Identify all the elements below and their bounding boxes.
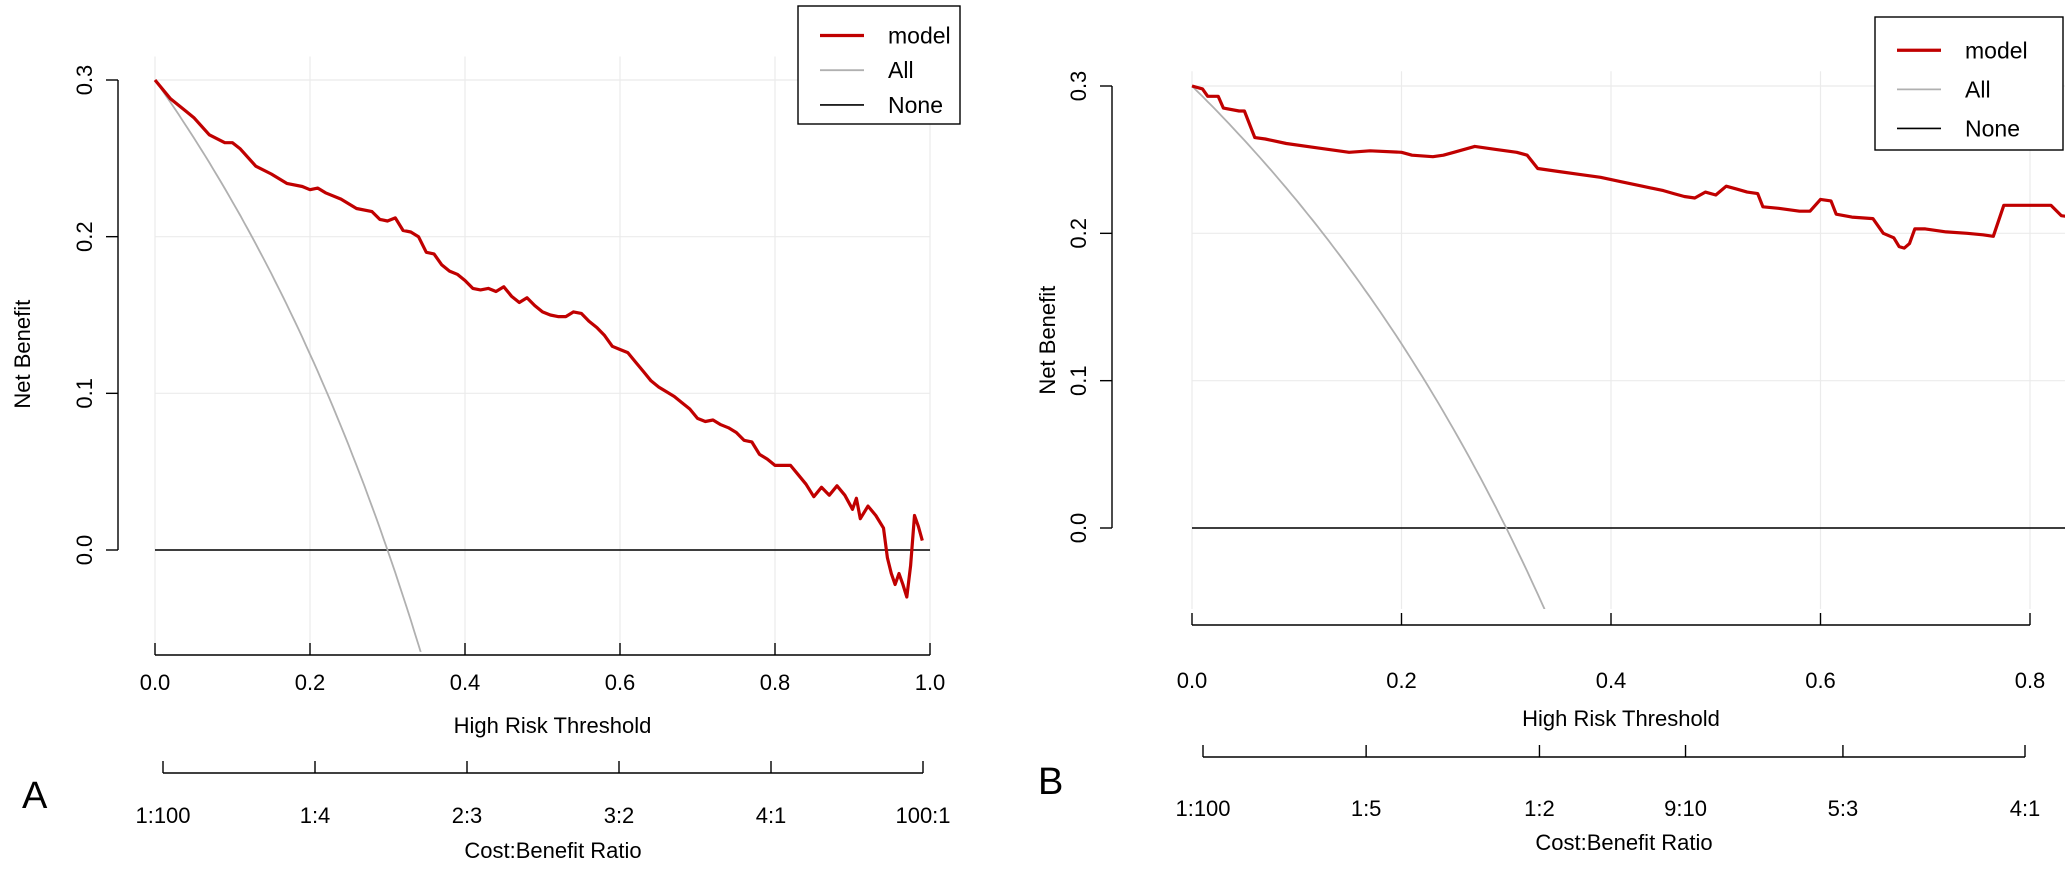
y-tick-label: 0.1 bbox=[1066, 365, 1091, 396]
series-all-line bbox=[1191, 85, 1546, 610]
y-tick-label: 0.1 bbox=[72, 378, 97, 409]
cost-benefit-tick-label: 100:1 bbox=[895, 803, 950, 828]
x-axis-title: High Risk Threshold bbox=[1522, 706, 1720, 731]
y-tick-label: 0.0 bbox=[72, 535, 97, 566]
legend: model All None bbox=[1874, 16, 2064, 151]
x-tick-label: 0.8 bbox=[2015, 668, 2046, 693]
x-tick-label: 0.2 bbox=[295, 670, 326, 695]
legend-label-all: All bbox=[888, 57, 914, 83]
cost-benefit-tick-label: 4:1 bbox=[756, 803, 787, 828]
y-tick-label: 0.0 bbox=[1066, 513, 1091, 544]
x-tick-label: 0.6 bbox=[1805, 668, 1836, 693]
legend: model All None bbox=[797, 5, 961, 125]
legend-label-model: model bbox=[888, 23, 951, 49]
series-model-line bbox=[153, 78, 924, 599]
series-all-line bbox=[154, 79, 422, 652]
x-tick-label: 0.6 bbox=[605, 670, 636, 695]
cost-benefit-tick-label: 2:3 bbox=[452, 803, 483, 828]
panel-a: 0.0 0.1 0.2 0.3 Net Benefit 0.0 0.2 0.4 0.6 0.8 1.… bbox=[10, 5, 961, 863]
cost-benefit-tick-label: 1:100 bbox=[135, 803, 190, 828]
x-tick-label: 0.0 bbox=[1177, 668, 1208, 693]
legend-label-model: model bbox=[1965, 37, 2028, 63]
grid-lines bbox=[1191, 71, 2065, 610]
cost-benefit-tick-label: 3:2 bbox=[604, 803, 635, 828]
cost-benefit-tick-label: 4:1 bbox=[2010, 796, 2041, 821]
y-tick-label: 0.2 bbox=[1066, 218, 1091, 249]
y-axis-title: Net Benefit bbox=[10, 300, 35, 409]
y-axis-title: Net Benefit bbox=[1035, 286, 1060, 395]
x-tick-label: 0.4 bbox=[1596, 668, 1627, 693]
x-tick-label: 0.4 bbox=[450, 670, 481, 695]
cost-benefit-tick-label: 9:10 bbox=[1664, 796, 1707, 821]
legend-label-none: None bbox=[1965, 115, 2020, 141]
legend-label-none: None bbox=[888, 92, 943, 118]
y-tick-label: 0.3 bbox=[1066, 71, 1091, 102]
panel-b: 0.0 0.1 0.2 0.3 Net Benefit 0.0 0.2 0.4 0.6 0.8 Hi… bbox=[1035, 16, 2065, 855]
legend-label-all: All bbox=[1965, 76, 1991, 102]
cost-benefit-tick-label: 1:2 bbox=[1524, 796, 1555, 821]
panel-letter: A bbox=[22, 775, 48, 817]
panel-letter: B bbox=[1038, 761, 1063, 803]
x-tick-label: 1.0 bbox=[915, 670, 946, 695]
cost-benefit-tick-label: 5:3 bbox=[1828, 796, 1859, 821]
cost-benefit-tick-label: 1:4 bbox=[300, 803, 331, 828]
cost-benefit-tick-label: 1:5 bbox=[1351, 796, 1382, 821]
x-axis-title: High Risk Threshold bbox=[454, 713, 652, 738]
y-tick-label: 0.2 bbox=[72, 221, 97, 252]
cost-benefit-tick-label: 1:100 bbox=[1175, 796, 1230, 821]
x-tick-label: 0.8 bbox=[760, 670, 791, 695]
x-tick-label: 0.0 bbox=[140, 670, 171, 695]
y-tick-label: 0.3 bbox=[72, 65, 97, 96]
cost-benefit-axis-title: Cost:Benefit Ratio bbox=[464, 838, 641, 863]
cost-benefit-axis-title: Cost:Benefit Ratio bbox=[1535, 830, 1712, 855]
series-group bbox=[153, 78, 930, 652]
x-tick-label: 0.2 bbox=[1386, 668, 1417, 693]
series-model-line bbox=[1191, 84, 2065, 250]
series-group bbox=[1191, 84, 2065, 610]
grid-lines bbox=[154, 56, 931, 652]
